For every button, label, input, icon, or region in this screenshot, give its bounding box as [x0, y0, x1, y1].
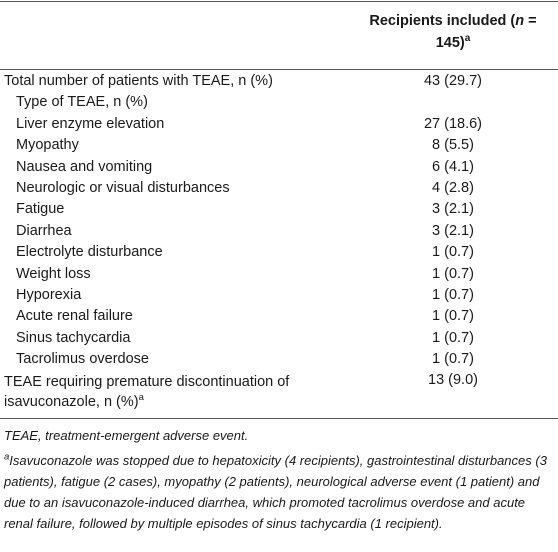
row-value: 3 (2.1) — [432, 201, 474, 218]
table-row: Type of TEAE, n (%) — [0, 92, 558, 113]
table-row: Electrolyte disturbance 1 (0.7) — [0, 242, 558, 263]
row-label: Electrolyte disturbance — [16, 244, 163, 261]
row-value: 3 (2.1) — [432, 222, 474, 239]
table-row: Acute renal failure 1 (0.7) — [0, 306, 558, 327]
table-row: Diarrhea 3 (2.1) — [0, 221, 558, 242]
row-label: Acute renal failure — [16, 308, 133, 325]
row-value: 43 (29.7) — [423, 73, 483, 89]
table-row: Liver enzyme elevation 27 (18.6) — [0, 114, 558, 135]
table-row: Nausea and vomiting 6 (4.1) — [0, 157, 558, 178]
table-row: Sinus tachycardia 1 (0.7) — [0, 328, 558, 349]
table-row: Tacrolimus overdose 1 (0.7) — [0, 349, 558, 370]
row-label: Weight loss — [16, 265, 91, 282]
table-footnotes: TEAE, treatment-emergent adverse event. … — [4, 425, 552, 534]
table-row: Weight loss 1 (0.7) — [0, 264, 558, 285]
row-value: 13 (9.0) — [428, 372, 478, 389]
row-value: 1 (0.7) — [432, 244, 474, 261]
row-label: Nausea and vomiting — [16, 158, 153, 175]
row-label: Tacrolimus overdose — [16, 351, 149, 368]
row-value: 8 (5.5) — [432, 137, 474, 154]
row-label: Fatigue — [16, 201, 65, 218]
table-row: Hyporexia 1 (0.7) — [0, 285, 558, 306]
column-header-recipients: Recipients included (n = 145)a — [358, 10, 548, 54]
row-value: 1 (0.7) — [432, 286, 474, 303]
table-bottom-rule — [0, 418, 558, 419]
row-label: Diarrhea — [16, 222, 72, 239]
footnote-a: aIsavuconazole was stopped due to hepato… — [4, 451, 547, 531]
footnote-abbreviation: TEAE, treatment-emergent adverse event. — [4, 428, 249, 443]
table-row: TEAE requiring premature discontinuation… — [0, 370, 558, 412]
table-body: Total number of patients with TEAE, n (%… — [0, 71, 558, 412]
table-top-rule — [0, 1, 558, 2]
table-row: Myopathy 8 (5.5) — [0, 135, 558, 156]
row-label: Myopathy — [16, 137, 79, 154]
row-value: 4 (2.8) — [432, 179, 474, 196]
row-label: Neurologic or visual disturbances — [16, 179, 230, 196]
column-header-line2: 145)a — [435, 33, 471, 51]
row-value: 6 (4.1) — [432, 158, 474, 175]
column-header-line1: Recipients included (n = — [369, 13, 537, 29]
row-value: 27 (18.6) — [423, 115, 483, 132]
row-value: 1 (0.7) — [432, 351, 474, 368]
row-value: 1 (0.7) — [432, 265, 474, 282]
row-value: 1 (0.7) — [432, 308, 474, 325]
table-row: Total number of patients with TEAE, n (%… — [0, 71, 558, 92]
table-row: Neurologic or visual disturbances 4 (2.8… — [0, 178, 558, 199]
row-label: Sinus tachycardia — [16, 329, 131, 346]
table-row: Fatigue 3 (2.1) — [0, 199, 558, 220]
row-label: Liver enzyme elevation — [16, 115, 165, 132]
row-label: TEAE requiring premature discontinuation… — [4, 374, 290, 411]
row-label: Type of TEAE, n (%) — [16, 94, 148, 111]
table-header-rule — [0, 69, 558, 70]
row-value: 1 (0.7) — [432, 329, 474, 346]
row-label: Hyporexia — [16, 286, 82, 303]
row-label: Total number of patients with TEAE, n (%… — [4, 73, 273, 89]
